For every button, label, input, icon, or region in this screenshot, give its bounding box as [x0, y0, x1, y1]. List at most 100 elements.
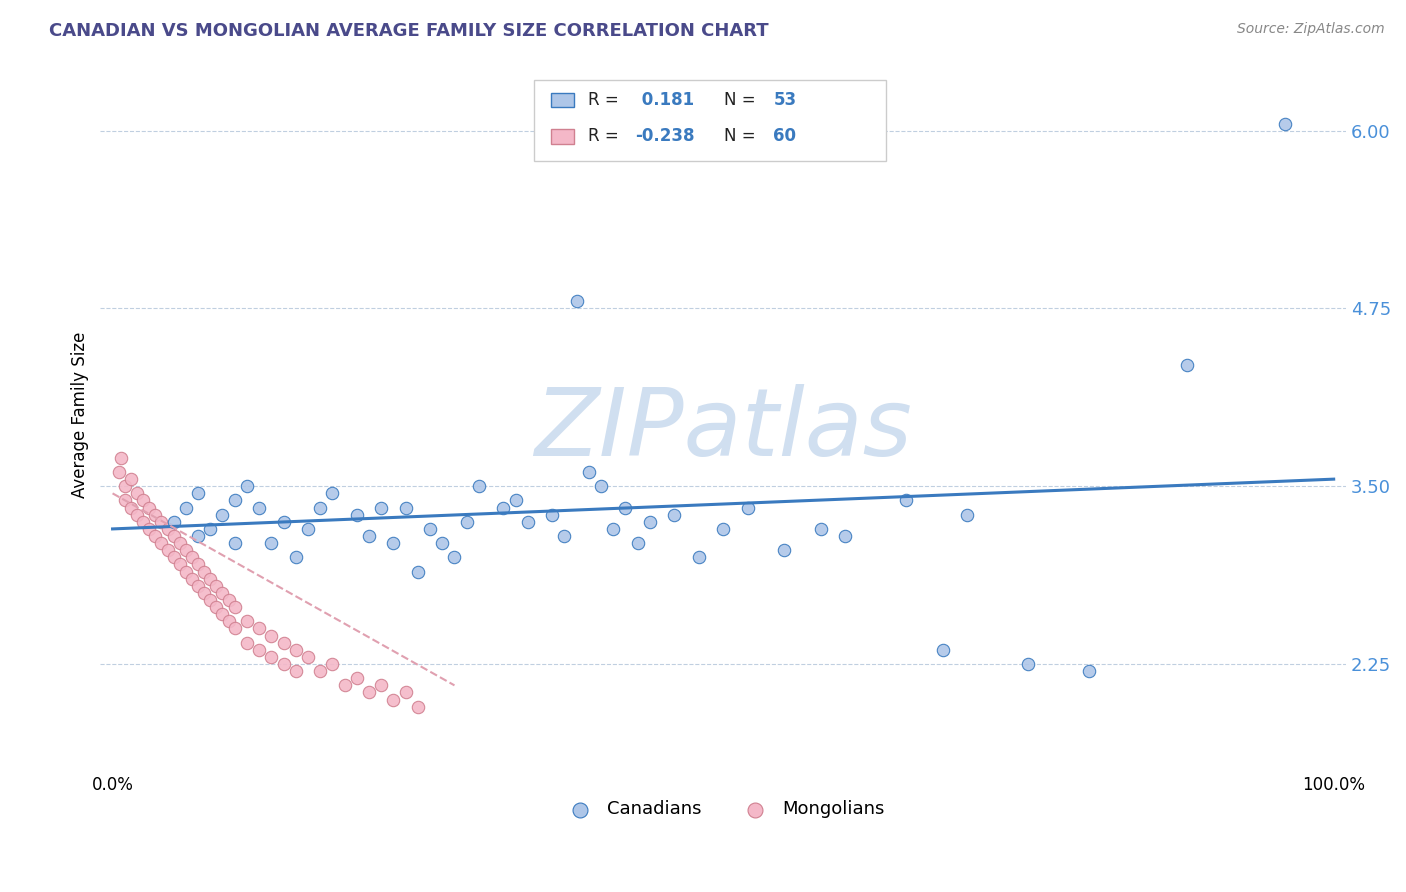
Point — [773, 543, 796, 558]
Point — [638, 515, 661, 529]
Point — [419, 522, 441, 536]
Point — [169, 558, 191, 572]
Point — [236, 636, 259, 650]
Point — [664, 508, 686, 522]
Point — [120, 472, 142, 486]
Text: Source: ZipAtlas.com: Source: ZipAtlas.com — [1237, 22, 1385, 37]
Point — [247, 642, 270, 657]
Point — [578, 465, 600, 479]
Point — [181, 572, 204, 586]
Point — [346, 508, 368, 522]
Point — [211, 607, 233, 622]
Point — [120, 500, 142, 515]
Point — [273, 657, 295, 671]
Point — [553, 529, 575, 543]
Point — [737, 500, 759, 515]
Point — [260, 536, 283, 550]
Point — [297, 522, 319, 536]
Point — [468, 479, 491, 493]
Point — [614, 500, 637, 515]
Point — [156, 543, 179, 558]
Point — [333, 678, 356, 692]
Point — [224, 622, 246, 636]
Point — [357, 529, 380, 543]
Text: 60: 60 — [773, 128, 796, 145]
Point — [1017, 657, 1039, 671]
Point — [284, 642, 307, 657]
Point — [443, 550, 465, 565]
Point — [138, 500, 160, 515]
Point — [125, 486, 148, 500]
Text: ZIPatlas: ZIPatlas — [534, 384, 912, 475]
Point — [346, 671, 368, 685]
Point — [156, 522, 179, 536]
Point — [187, 529, 209, 543]
Point — [187, 558, 209, 572]
Point — [321, 657, 343, 671]
Point — [688, 550, 710, 565]
Point — [150, 515, 173, 529]
Point — [181, 550, 204, 565]
Point — [236, 615, 259, 629]
Point — [956, 508, 979, 522]
Point — [492, 500, 515, 515]
Point — [200, 593, 222, 607]
Point — [247, 500, 270, 515]
Point — [394, 500, 416, 515]
Point — [309, 664, 332, 678]
Point — [114, 493, 136, 508]
Text: R =: R = — [588, 91, 624, 109]
Point — [394, 685, 416, 699]
Text: -0.238: -0.238 — [636, 128, 695, 145]
Point — [174, 565, 197, 579]
Point — [260, 649, 283, 664]
Point — [370, 500, 392, 515]
Text: CANADIAN VS MONGOLIAN AVERAGE FAMILY SIZE CORRELATION CHART: CANADIAN VS MONGOLIAN AVERAGE FAMILY SIZ… — [49, 22, 769, 40]
Point — [236, 479, 259, 493]
Point — [114, 479, 136, 493]
Point — [932, 642, 955, 657]
Y-axis label: Average Family Size: Average Family Size — [72, 332, 89, 499]
Point — [169, 536, 191, 550]
Point — [132, 515, 155, 529]
Point — [565, 294, 588, 309]
Point — [162, 550, 184, 565]
Point — [602, 522, 624, 536]
Text: N =: N = — [724, 91, 761, 109]
Point — [406, 565, 429, 579]
Point — [200, 522, 222, 536]
Point — [162, 515, 184, 529]
Point — [143, 508, 166, 522]
Point — [309, 500, 332, 515]
Point — [896, 493, 918, 508]
Text: R =: R = — [588, 128, 624, 145]
Point — [187, 579, 209, 593]
Point — [187, 486, 209, 500]
Point — [174, 543, 197, 558]
Point — [273, 515, 295, 529]
Point — [224, 493, 246, 508]
Point — [1274, 117, 1296, 131]
Point — [224, 536, 246, 550]
Point — [273, 636, 295, 650]
Point — [193, 586, 215, 600]
Point — [193, 565, 215, 579]
Point — [297, 649, 319, 664]
Point — [211, 508, 233, 522]
Point — [834, 529, 856, 543]
Point — [174, 500, 197, 515]
Point — [589, 479, 612, 493]
Point — [260, 629, 283, 643]
Point — [1175, 359, 1198, 373]
Point — [200, 572, 222, 586]
Point — [107, 465, 129, 479]
Point — [138, 522, 160, 536]
Point — [382, 692, 405, 706]
Point — [505, 493, 527, 508]
Point — [132, 493, 155, 508]
Point — [110, 450, 132, 465]
Point — [125, 508, 148, 522]
Point — [205, 579, 228, 593]
Point — [406, 699, 429, 714]
Text: 0.181: 0.181 — [636, 91, 693, 109]
